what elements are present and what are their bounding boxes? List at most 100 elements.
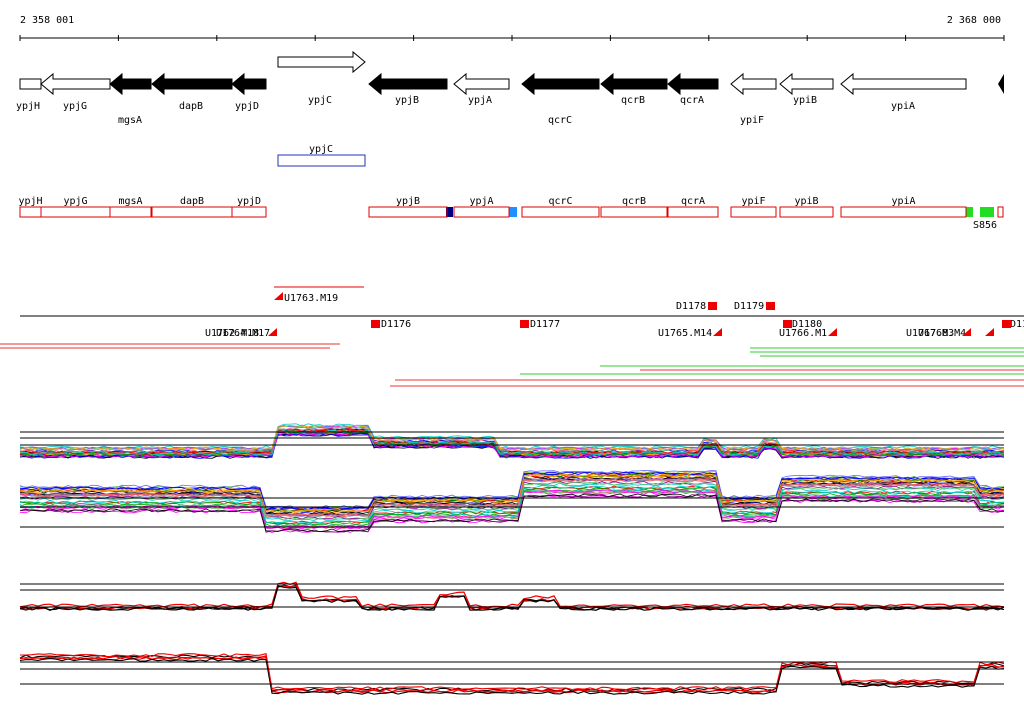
gene-label: ypjG: [63, 101, 87, 112]
motif: [509, 207, 517, 217]
gene-arrow: [277, 50, 366, 74]
trace: [19, 432, 1005, 459]
annotation-label: ypjB: [396, 196, 420, 207]
trace: [19, 490, 1005, 530]
gene-arrow: [521, 72, 600, 96]
gene-label: dapB: [179, 101, 203, 112]
annotation-label: ypjH: [18, 196, 42, 207]
annotation-box: [667, 206, 719, 218]
gene-arrow: [231, 72, 267, 96]
start-coordinate: 2 358 001: [20, 15, 74, 26]
feature-marker: [783, 320, 792, 328]
annotation-box: [40, 206, 111, 218]
gene-label: ypjC: [308, 95, 332, 106]
gene-label: ypiF: [740, 115, 764, 126]
annotation-label: ypjG: [63, 196, 87, 207]
trace: [19, 473, 1005, 512]
predicted-label: ypjC: [309, 144, 333, 155]
feature-marker: [766, 302, 775, 310]
trace: [19, 581, 1005, 608]
feature-label: U1763.M19: [284, 293, 338, 304]
gene-label: ypjD: [235, 101, 259, 112]
feature-flag: [713, 328, 722, 336]
annotation-box: [109, 206, 152, 218]
trace: [19, 585, 1005, 611]
trace: [19, 493, 1005, 533]
trace: [19, 429, 1005, 456]
trace: [19, 476, 1005, 516]
gene-arrow: [151, 72, 233, 96]
annotation-box: [521, 206, 600, 218]
trace: [19, 425, 1005, 452]
trace: [19, 655, 1004, 693]
trace: [19, 485, 1004, 524]
feature-label: U1768.M4: [918, 328, 966, 339]
trace: [20, 481, 1005, 521]
annotation-label: ypiF: [741, 196, 765, 207]
annotation-box: [231, 206, 267, 218]
feature-label: U1766.M1: [779, 328, 827, 339]
annotation-label: ypjD: [237, 196, 261, 207]
annotation-box: [453, 206, 510, 218]
gene-label: ypiA: [891, 101, 915, 112]
feature-label: U1767.M3: [906, 328, 954, 339]
feature-flag: [985, 328, 994, 336]
gene-label: ypjB: [395, 95, 419, 106]
gene-label: mgsA: [118, 115, 142, 126]
gene-arrow: [667, 72, 719, 96]
annotation-label: ypiB: [794, 196, 818, 207]
trace: [20, 432, 1005, 459]
gene-label: qcrC: [548, 115, 572, 126]
annotation-box: [368, 206, 448, 218]
feature-label: D1180: [792, 319, 822, 330]
feature-marker: [708, 302, 717, 310]
gene-arrow: [779, 72, 834, 96]
feature-label: D1178: [676, 301, 706, 312]
annotation-box: [600, 206, 668, 218]
motif: [997, 206, 1004, 218]
annotation-label: qcrC: [548, 196, 572, 207]
motif: [966, 207, 973, 217]
feature-label: U1764.M17: [216, 328, 270, 339]
coordinate-axis: 2 358 001 2 368 000: [20, 15, 1004, 39]
trace: [19, 471, 1005, 511]
annotation-box: [151, 206, 233, 218]
feature-marker: [371, 320, 380, 328]
motif: [980, 207, 994, 217]
feature-flag: [828, 328, 837, 336]
motif: [446, 207, 453, 217]
predicted-gene: [277, 154, 366, 167]
annotation-label: mgsA: [118, 196, 142, 207]
gene-label: qcrA: [680, 95, 704, 106]
gene-arrow: [840, 72, 967, 96]
gene-label: ypjH: [16, 101, 40, 112]
gene-arrow: [40, 72, 111, 96]
feature-label: D1177: [530, 319, 560, 330]
gene-arrow: [19, 78, 42, 90]
gene-label: qcrB: [621, 95, 645, 106]
annotation-box: [840, 206, 967, 218]
feature-label: U1765.M14: [658, 328, 712, 339]
trace: [19, 433, 1005, 459]
feature-label: D1179: [734, 301, 764, 312]
annotation-box: [779, 206, 834, 218]
feature-label: D1176: [381, 319, 411, 330]
trace: [19, 469, 1005, 509]
gene-label: ypiB: [793, 95, 817, 106]
annotation-label: S856: [973, 220, 997, 231]
feature-label: D11: [1010, 319, 1024, 330]
trace: [19, 653, 1005, 691]
annotation-label: qcrB: [622, 196, 646, 207]
annotation-box: [19, 206, 42, 218]
feature-marker: [520, 320, 529, 328]
gene-arrow: [730, 72, 777, 96]
gene-arrow: [368, 72, 448, 96]
feature-flag: [268, 328, 277, 336]
end-coordinate: 2 368 000: [947, 15, 1001, 26]
gene-label: ypjA: [468, 95, 492, 106]
annotation-label: qcrA: [681, 196, 705, 207]
tracks: [19, 423, 1005, 695]
feature-flag: [962, 328, 971, 336]
gene-arrow: [109, 72, 152, 96]
